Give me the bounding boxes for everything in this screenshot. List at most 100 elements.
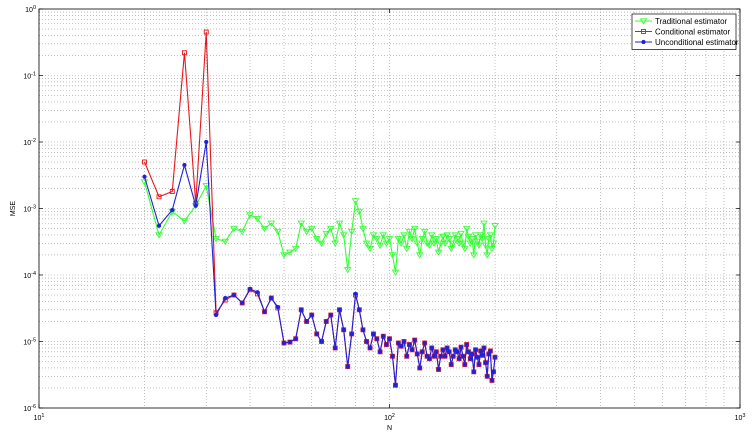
unconditional-estimator-point — [427, 356, 432, 361]
traditional-estimator-point — [405, 228, 414, 236]
unconditional-estimator-point — [353, 291, 358, 297]
y-tick-label: 10-6 — [23, 404, 36, 413]
traditional-estimator-point — [466, 240, 475, 247]
traditional-estimator-point — [322, 230, 331, 238]
conditional-estimator-point — [169, 189, 175, 194]
traditional-estimator-point — [391, 269, 400, 276]
y-axis-label: MSE — [10, 201, 17, 217]
traditional-estimator-point — [394, 236, 403, 243]
unconditional-estimator-point — [483, 360, 488, 365]
unconditional-estimator-point — [304, 319, 309, 324]
unconditional-estimator-point — [420, 349, 425, 354]
unconditional-estimator-point — [324, 319, 329, 324]
unconditional-estimator-point — [223, 295, 228, 301]
unconditional-estimator-point — [407, 342, 412, 347]
traditional-estimator-point — [385, 236, 394, 243]
traditional-estimator-point — [402, 245, 411, 253]
unconditional-estimator-point — [262, 309, 267, 314]
unconditional-estimator-point — [213, 312, 219, 318]
traditional-estimator-point — [470, 252, 478, 259]
unconditional-estimator-point — [434, 349, 439, 354]
unconditional-estimator-point — [364, 339, 369, 344]
unconditional-estimator-point — [456, 356, 462, 361]
unconditional-estimator-point — [489, 378, 495, 383]
traditional-estimator-point — [459, 240, 467, 247]
traditional-estimator-point — [221, 238, 230, 246]
traditional-estimator-point — [351, 198, 360, 205]
traditional-estimator-point — [260, 225, 269, 233]
traditional-estimator-point — [359, 225, 367, 233]
legend-label-conditional-estimator: Conditional estimator — [655, 27, 730, 36]
legend-label-traditional-estimator: Traditional estimator — [655, 17, 728, 26]
traditional-estimator-point — [471, 232, 480, 239]
unconditional-estimator-point — [255, 290, 260, 295]
unconditional-estimator-point — [473, 347, 478, 352]
unconditional-estimator-point — [455, 349, 460, 354]
traditional-estimator-point — [331, 240, 340, 247]
series-layer — [140, 29, 499, 388]
y-tick-label: 10-1 — [23, 72, 36, 81]
traditional-estimator-point — [291, 245, 300, 253]
traditional-estimator-point — [449, 240, 458, 247]
traditional-estimator-point — [457, 230, 465, 238]
unconditional-estimator-point — [309, 312, 314, 318]
unconditional-estimator-point — [314, 331, 319, 337]
traditional-estimator-point — [343, 267, 352, 274]
traditional-estimator-point — [491, 223, 499, 230]
grid — [39, 9, 740, 408]
unconditional-estimator-point — [466, 349, 471, 354]
unconditional-estimator-point — [422, 340, 427, 346]
unconditional-estimator-point — [247, 286, 253, 291]
legend-marker-conditional-estimator — [641, 29, 646, 34]
unconditional-estimator-point — [469, 351, 475, 357]
traditional-estimator-point — [253, 216, 262, 223]
unconditional-estimator-point — [401, 339, 407, 344]
traditional-estimator-point — [408, 236, 416, 243]
unconditional-estimator-point — [476, 362, 482, 367]
unconditional-estimator-point — [357, 307, 362, 312]
traditional-estimator-point — [478, 236, 487, 243]
unconditional-estimator-point — [460, 354, 466, 359]
traditional-estimator-point — [443, 232, 451, 239]
unconditional-estimator-point — [390, 354, 395, 359]
traditional-estimator-point — [481, 242, 490, 249]
unconditional-estimator-point — [299, 307, 304, 312]
traditional-estimator-point — [415, 252, 424, 259]
traditional-estimator-point — [468, 236, 476, 243]
series-unconditional-estimator — [142, 139, 498, 388]
unconditional-estimator-point — [442, 354, 448, 359]
traditional-estimator-point — [297, 220, 306, 227]
traditional-estimator-point — [453, 236, 461, 243]
y-tick-label: 100 — [25, 5, 36, 14]
traditional-estimator-point — [369, 232, 378, 239]
unconditional-estimator-point — [319, 339, 324, 344]
unconditional-estimator-point — [481, 345, 487, 351]
traditional-estimator-point — [355, 208, 364, 216]
unconditional-estimator-point — [431, 354, 437, 359]
traditional-estimator-point — [476, 232, 485, 239]
traditional-estimator-point — [307, 225, 316, 233]
traditional-estimator-point — [486, 232, 495, 239]
tick-labels: 101 102 103 10-6 10-5 10-4 10-3 10-2 10-1 100 — [23, 5, 745, 422]
x-tick-label: 102 — [384, 413, 395, 422]
traditional-estimator-point — [434, 249, 443, 256]
unconditional-estimator-point — [275, 304, 280, 310]
traditional-estimator-point — [410, 225, 419, 233]
legend-marker-unconditional-estimator — [641, 39, 646, 45]
unconditional-estimator-point — [337, 307, 342, 312]
traditional-estimator-point — [180, 218, 189, 225]
unconditional-estimator-point — [333, 345, 338, 351]
unconditional-estimator-point — [377, 349, 383, 354]
unconditional-estimator-point — [485, 374, 490, 379]
traditional-estimator-point — [317, 240, 326, 247]
unconditional-estimator-point — [384, 342, 389, 347]
traditional-estimator-point — [425, 242, 434, 249]
unconditional-estimator-point — [374, 336, 379, 341]
unconditional-estimator-point — [381, 334, 386, 339]
ticks — [38, 8, 741, 409]
traditional-estimator-point — [379, 232, 388, 239]
traditional-estimator-point — [302, 228, 311, 236]
traditional-estimator-point — [267, 220, 276, 227]
conditional-estimator-point — [203, 29, 209, 35]
